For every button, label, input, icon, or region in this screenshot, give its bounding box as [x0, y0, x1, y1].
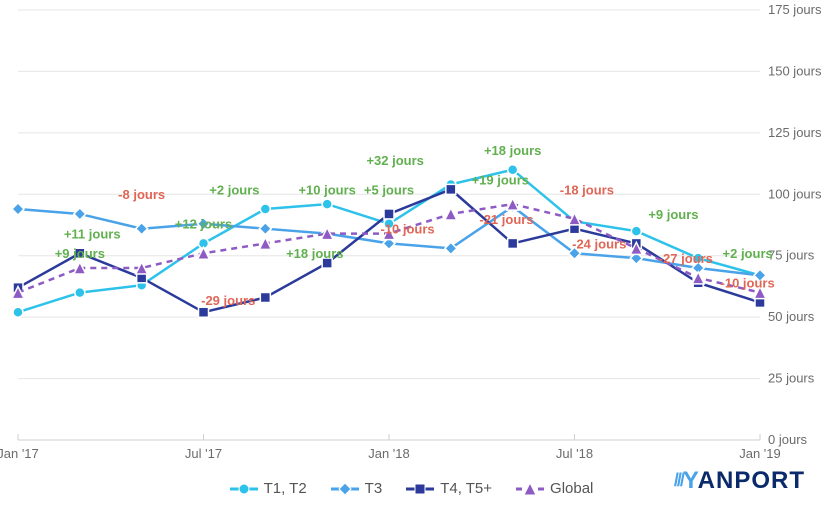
x-axis-label: Jan '18 [368, 446, 410, 461]
x-axis-label: Jul '18 [556, 446, 593, 461]
y-axis-label: 50 jours [768, 309, 815, 324]
x-axis-label: Jan '17 [0, 446, 39, 461]
legend-item-t4t5[interactable]: T4, T5+ [406, 480, 492, 497]
legend-label: Global [550, 480, 593, 497]
y-axis-label: 75 jours [768, 248, 815, 263]
legend-label: T1, T2 [264, 480, 307, 497]
series-marker-global [445, 208, 457, 220]
legend-item-t1t2[interactable]: T1, T2 [230, 480, 307, 497]
annotation-label: +10 jours [298, 182, 355, 197]
annotation-label: -18 jours [560, 182, 614, 197]
y-axis-label: 0 jours [768, 432, 808, 447]
annotation-label: +32 jours [366, 153, 423, 168]
y-axis-label: 100 jours [768, 186, 822, 201]
annotation-label: +12 jours [175, 217, 232, 232]
series-marker-t3 [259, 223, 271, 235]
y-axis-label: 25 jours [768, 371, 815, 386]
series-marker-t1t2 [13, 307, 23, 317]
x-axis-label: Jan '19 [739, 446, 781, 461]
annotation-label: -21 jours [479, 212, 533, 227]
line-chart: 0 jours 25 jours 50 jours 75 jours 100 jours… [0, 0, 823, 505]
annotation-label: -8 jours [118, 187, 165, 202]
y-axis-label: 125 jours [768, 125, 822, 140]
annotation-label: +9 jours [55, 246, 105, 261]
legend-label: T4, T5+ [440, 480, 492, 497]
series-marker-t4t5 [446, 184, 456, 194]
annotation-label: +18 jours [484, 143, 541, 158]
series-marker-t1t2 [260, 204, 270, 214]
watermark-text: ANPORT [698, 467, 805, 494]
annotation-label: +11 jours [64, 227, 121, 242]
series-marker-t1t2 [322, 199, 332, 209]
annotation-label: +19 jours [472, 172, 529, 187]
series-marker-t4t5 [260, 292, 270, 302]
series-marker-t1t2 [631, 226, 641, 236]
legend-item-t3[interactable]: T3 [331, 480, 383, 497]
y-axis-label: 150 jours [768, 63, 822, 78]
annotation-label: +5 jours [364, 182, 414, 197]
annotation-label: -10 jours [721, 276, 775, 291]
series-marker-t1t2 [75, 288, 85, 298]
annotation-label: +2 jours [209, 182, 259, 197]
annotation-label: -24 jours [572, 236, 626, 251]
legend-marker-icon [331, 481, 359, 497]
series-marker-t4t5 [508, 238, 518, 248]
legend-label: T3 [365, 480, 383, 497]
annotation-label: -10 jours [380, 222, 434, 237]
legend-marker-icon [230, 481, 258, 497]
annotation-label: -29 jours [201, 293, 255, 308]
watermark-logo: ///YANPORT [674, 467, 805, 495]
y-axis-label: 175 jours [768, 2, 822, 17]
legend-item-global[interactable]: Global [516, 480, 593, 497]
legend-marker-icon [406, 481, 434, 497]
annotation-label: -27 jours [659, 251, 713, 266]
legend-marker-icon [516, 481, 544, 497]
series-marker-t3 [74, 208, 86, 220]
annotation-label: +2 jours [723, 246, 773, 261]
annotation-label: +18 jours [286, 246, 343, 261]
series-marker-t3 [136, 223, 148, 235]
annotation-label: +9 jours [648, 207, 698, 222]
series-marker-t4t5 [384, 209, 394, 219]
chart-container: 0 jours 25 jours 50 jours 75 jours 100 jours… [0, 0, 823, 505]
series-marker-t4t5 [199, 307, 209, 317]
series-marker-t3 [12, 203, 24, 215]
x-axis-label: Jul '17 [185, 446, 222, 461]
